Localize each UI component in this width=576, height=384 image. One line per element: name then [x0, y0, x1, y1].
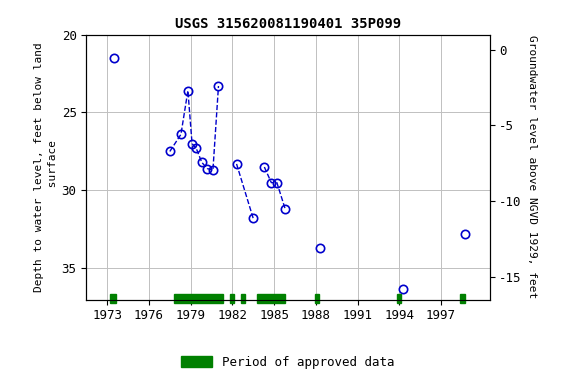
- Y-axis label: Groundwater level above NGVD 1929, feet: Groundwater level above NGVD 1929, feet: [528, 35, 537, 299]
- Bar: [460, 294, 465, 303]
- Legend: Period of approved data: Period of approved data: [176, 351, 400, 374]
- Bar: [257, 294, 285, 303]
- Bar: [230, 294, 234, 303]
- Bar: [241, 294, 245, 303]
- Bar: [110, 294, 116, 303]
- Bar: [397, 294, 401, 303]
- Bar: [174, 294, 223, 303]
- Y-axis label: Depth to water level, feet below land
 surface: Depth to water level, feet below land su…: [35, 42, 58, 292]
- Title: USGS 315620081190401 35P099: USGS 315620081190401 35P099: [175, 17, 401, 31]
- Bar: [315, 294, 319, 303]
